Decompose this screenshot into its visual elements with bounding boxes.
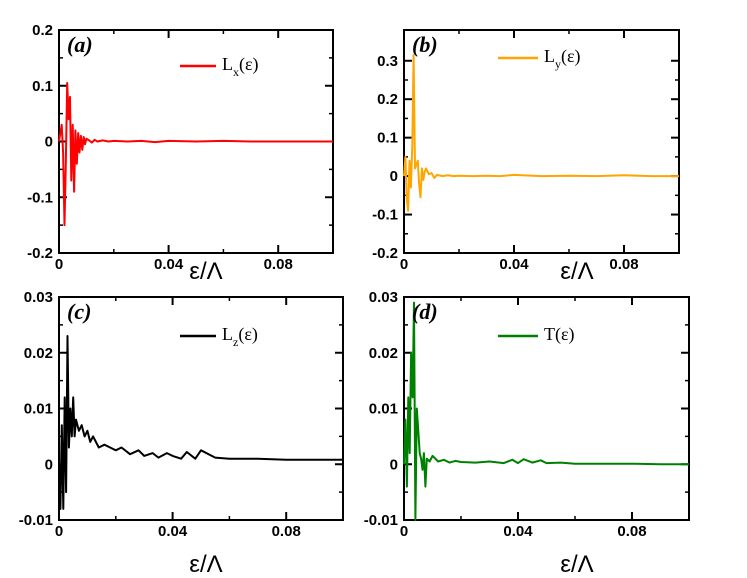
y-tick-label: -0.01 [19,512,53,529]
y-tick-label: 0.1 [377,130,398,147]
x-tick-label: 0 [55,256,63,273]
panel-label: (d) [412,299,438,324]
legend-label-main: L [222,324,233,344]
x-axis-title: ε/Λ [189,258,222,285]
y-tick-label: 0.2 [377,91,398,108]
y-tick-label: 0.02 [24,345,53,362]
y-tick-label: -0.1 [27,189,53,206]
panel-label: (b) [412,32,438,57]
x-tick-label: 0.04 [503,523,533,540]
x-axis-title: ε/Λ [189,551,222,578]
legend-label-sub: y [555,57,561,71]
x-tick-label: 0.04 [154,256,184,273]
legend-label-tail: (ε) [238,324,258,345]
legend-label-tail: (ε) [239,54,259,75]
legend-label: Ly(ε) [544,46,581,71]
y-tick-label: -0.2 [372,245,398,262]
y-tick-label: 0 [45,456,53,473]
y-tick-label: 0.03 [369,289,398,306]
x-tick-label: 0.08 [272,523,301,540]
y-tick-label: 0 [390,456,398,473]
legend-label-main: T(ε) [544,324,575,345]
legend-label: Lz(ε) [222,324,258,349]
legend-label-sub: x [233,65,239,79]
x-tick-label: 0 [400,523,408,540]
panel-1: -0.2 -0.1 0 0.1 0.2 0 0.04 0.08 (a) Lx(ε) [27,22,334,273]
y-tick-label: 0.1 [32,78,53,95]
series-line [58,335,343,510]
x-tick-label: 0.08 [264,256,293,273]
x-tick-label: 0.04 [158,523,188,540]
y-tick-label: -0.01 [364,512,398,529]
panel-2: -0.2 -0.1 0 0.1 0.2 0.3 0 0.04 0.08 (b) Ly(ε) [372,29,680,273]
y-tick-label: 0.03 [24,289,53,306]
panel-label: (a) [67,32,93,57]
y-tick-label: 0.01 [369,401,398,418]
legend-label-tail: (ε) [561,46,581,67]
y-tick-label: -0.1 [372,207,398,224]
series-line [403,54,679,212]
x-axis-title: ε/Λ [560,551,593,578]
series-line [58,82,333,227]
x-tick-label: 0.08 [617,523,646,540]
xlabel-bottom-right: ε/Λ [560,551,593,578]
y-tick-label: 0.02 [369,345,398,362]
x-tick-label: 0.08 [609,256,638,273]
x-tick-label: 0 [400,256,408,273]
x-tick-label: 0.04 [499,256,529,273]
legend-label: T(ε) [544,324,575,345]
panel-label: (c) [67,299,91,324]
y-tick-label: -0.2 [27,245,53,262]
y-tick-label: 0 [390,168,398,185]
xlabel-bottom-left: ε/Λ [189,551,222,578]
y-tick-label: 0 [45,134,53,151]
x-axis-title: ε/Λ [560,258,593,285]
xlabel-top-left: ε/Λ [189,258,222,285]
x-tick-label: 0 [55,523,63,540]
legend-label-sub: z [233,335,238,349]
xlabel-top-right: ε/Λ [560,258,593,285]
y-tick-label: 0.3 [377,53,398,70]
y-tick-label: 0.01 [24,401,53,418]
legend-label: Lx(ε) [222,54,259,79]
plot-frame [403,29,680,254]
panels: -0.2-0.100.10.20 0.04 0.08(a)Lx(ε)-0.2-0.1… [19,22,690,540]
legend-label-main: L [222,54,233,74]
legend-label-main: L [544,46,555,66]
y-tick-label: 0.2 [32,22,53,39]
series-line [403,301,689,521]
